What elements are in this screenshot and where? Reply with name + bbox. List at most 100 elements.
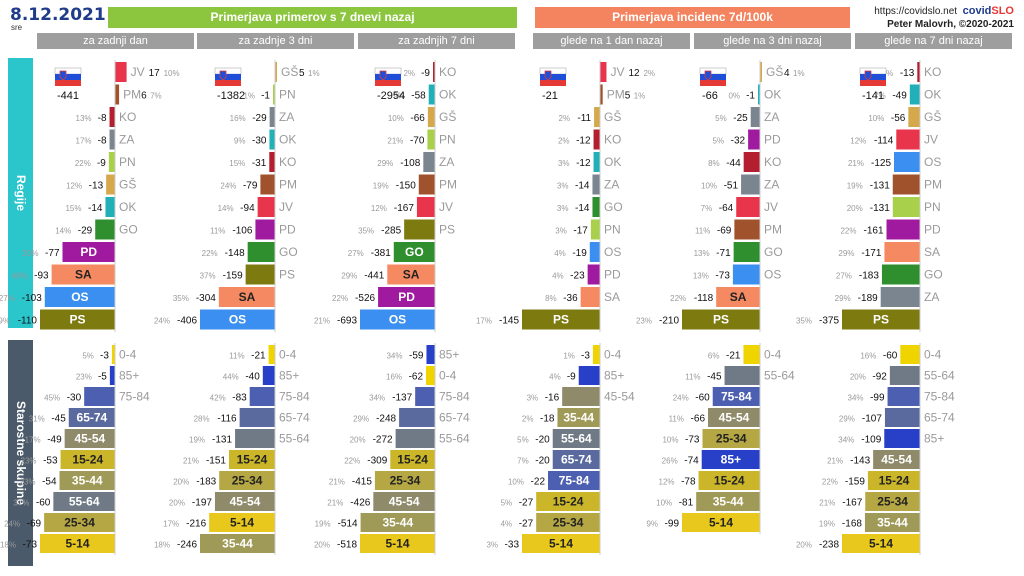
percent-label: 15%	[229, 159, 245, 168]
value-label: -66	[410, 113, 425, 124]
percent-label: 7%	[517, 457, 529, 466]
bar-regions-6-PS	[842, 309, 920, 330]
value-label: -60	[883, 351, 898, 362]
value-label: -5	[98, 372, 107, 383]
percent-label: 20%	[850, 373, 866, 382]
percent-label: 16%	[386, 373, 402, 382]
bar-regions-1-GO	[95, 219, 115, 240]
category-label: 15-24	[714, 474, 745, 488]
total-value: -2954	[377, 90, 405, 102]
percent-label: 34%	[838, 436, 854, 445]
credits: https://covidslo.net covidSLO Peter Malo…	[874, 5, 1014, 31]
percent-label: 3%	[558, 159, 570, 168]
bar-regions-5-GO	[733, 242, 760, 262]
bar-ages-1-25-34	[44, 513, 115, 532]
percent-label: 42%	[210, 394, 226, 403]
percent-label: 12%	[659, 478, 675, 487]
bar-ages-6-0-4	[900, 345, 920, 364]
value-label: -92	[872, 372, 887, 383]
value-label: -45	[51, 414, 66, 425]
category-label: 35-44	[382, 516, 413, 530]
bar-regions-2-PM	[260, 174, 275, 195]
bar-ages-3-45-54	[373, 492, 435, 511]
percent-label: 5%	[82, 352, 94, 361]
category-label: JV	[131, 65, 145, 79]
bar-ages-4-5-14	[522, 534, 600, 553]
value-label: -131	[212, 435, 232, 446]
category-label: OS	[229, 313, 246, 327]
percent-label: 20%	[173, 478, 189, 487]
category-label: 65-74	[439, 411, 470, 425]
bar-regions-2-PN	[273, 84, 275, 105]
slovenia-flag-red	[215, 80, 241, 86]
value-label: -109	[861, 435, 881, 446]
category-label: 0-4	[924, 348, 942, 362]
value-label: -12	[576, 136, 591, 147]
percent-label: 21%	[314, 317, 330, 326]
percent-label: 17%	[163, 520, 179, 529]
percent-label: 1%	[563, 352, 575, 361]
category-label: SA	[604, 290, 620, 304]
value-label: -12	[576, 158, 591, 169]
bar-ages-5-25-34	[702, 429, 760, 448]
category-label: 5-14	[709, 516, 733, 530]
percent-label: 20%	[350, 436, 366, 445]
category-label: 75-84	[279, 390, 310, 404]
category-label: 0-4	[119, 348, 137, 362]
percent-label: 22%	[332, 294, 348, 303]
bar-regions-3-PM	[418, 174, 435, 195]
percent-label: 23%	[76, 373, 92, 382]
bar-regions-4-SA	[580, 287, 600, 307]
bar-regions-1-PS	[40, 309, 115, 330]
category-label: 55-64	[561, 432, 592, 446]
value-label: -189	[858, 293, 878, 304]
percent-label: 22%	[840, 227, 856, 236]
value-label: -73	[715, 271, 730, 282]
bar-ages-5-35-44	[696, 492, 760, 511]
percent-label: 2%	[643, 69, 655, 78]
value-label: -20	[535, 456, 550, 467]
percent-label: 15%	[65, 204, 81, 213]
value-label: -426	[350, 498, 370, 509]
category-label: 35-44	[877, 516, 908, 530]
category-label: ZA	[764, 110, 779, 124]
percent-label: 23%	[20, 478, 36, 487]
value-label: -29	[78, 226, 93, 237]
percent-label: 6%	[708, 352, 720, 361]
category-label: 15-24	[879, 474, 910, 488]
category-label: 85+	[924, 432, 944, 446]
value-label: -62	[409, 372, 424, 383]
percent-label: 29%	[353, 415, 369, 424]
value-label: 12	[628, 68, 640, 79]
value-label: -415	[352, 477, 372, 488]
slovenia-flag-red	[700, 80, 726, 86]
category-label: KO	[119, 110, 136, 124]
category-label: PN	[119, 155, 136, 169]
value-label: -73	[23, 540, 38, 551]
category-label: 5-14	[65, 537, 89, 551]
value-label: -77	[45, 248, 60, 259]
value-label: -69	[717, 226, 732, 237]
category-label: 15-24	[237, 453, 268, 467]
category-label: 85+	[279, 369, 299, 383]
category-label: JV	[439, 200, 453, 214]
percent-label: 26%	[662, 457, 678, 466]
bar-regions-5-ZA	[741, 174, 760, 195]
value-label: -14	[575, 181, 590, 192]
value-label: -17	[573, 226, 588, 237]
category-label: 75-84	[119, 390, 150, 404]
value-label: -159	[223, 271, 243, 282]
value-label: -210	[659, 316, 679, 327]
category-label: 25-34	[716, 432, 747, 446]
value-label: -20	[535, 435, 550, 446]
slovenia-flag-blue	[860, 74, 886, 80]
percent-label: 4%	[552, 272, 564, 281]
percent-label: 11%	[229, 352, 244, 361]
value-label: -106	[232, 226, 252, 237]
bar-regions-2-KO	[269, 152, 275, 172]
bar-regions-2-JV	[257, 197, 275, 217]
category-label: PD	[80, 245, 97, 259]
bar-regions-4-PM	[600, 84, 603, 105]
category-label: 15-24	[72, 453, 103, 467]
percent-label: 21%	[387, 137, 403, 146]
